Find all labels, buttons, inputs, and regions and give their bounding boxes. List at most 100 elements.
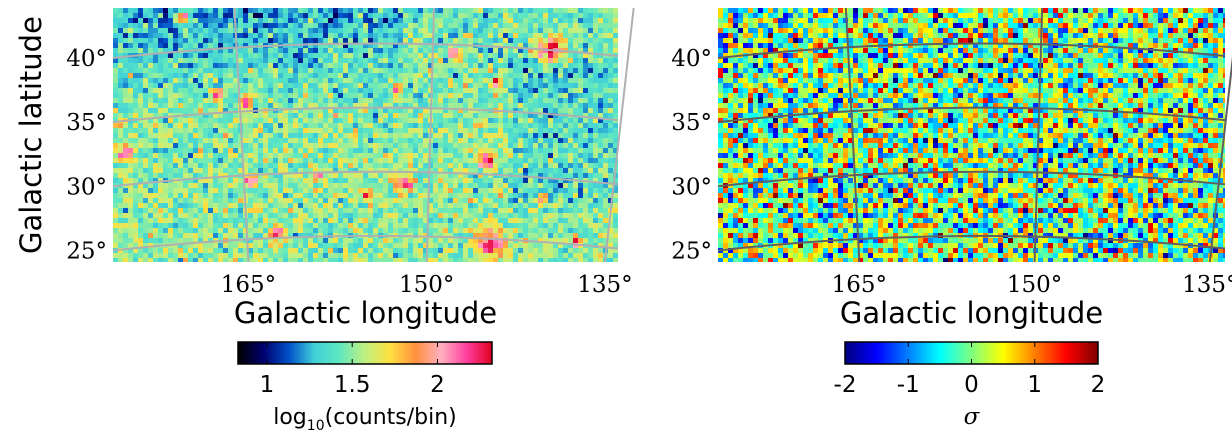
map-pixel: [383, 143, 388, 148]
map-pixel: [138, 228, 143, 233]
map-pixel: [463, 83, 468, 88]
map-pixel: [588, 248, 593, 253]
map-pixel: [433, 53, 438, 58]
map-pixel: [323, 143, 328, 148]
map-pixel: [288, 103, 293, 108]
map-pixel: [118, 163, 123, 168]
map-pixel: [563, 78, 568, 83]
map-pixel: [388, 213, 393, 218]
map-pixel: [388, 223, 393, 228]
map-pixel: [303, 193, 308, 198]
map-pixel: [493, 213, 498, 218]
map-pixel: [198, 253, 203, 258]
map-pixel: [358, 213, 363, 218]
map-pixel: [168, 68, 173, 73]
map-pixel: [518, 188, 523, 193]
map-pixel: [298, 143, 303, 148]
map-pixel: [363, 63, 368, 68]
map-pixel: [398, 158, 403, 163]
map-pixel: [378, 98, 383, 103]
map-pixel: [483, 63, 488, 68]
map-pixel: [598, 38, 603, 43]
map-pixel: [378, 28, 383, 33]
map-pixel: [513, 98, 518, 103]
map-pixel: [478, 153, 483, 158]
map-pixel: [253, 23, 258, 28]
map-pixel: [518, 193, 523, 198]
map-pixel: [238, 233, 243, 238]
map-pixel: [188, 198, 193, 203]
map-pixel: [198, 58, 203, 63]
map-pixel: [158, 28, 163, 33]
map-pixel: [603, 218, 608, 223]
map-pixel: [238, 38, 243, 43]
map-pixel: [308, 213, 313, 218]
map-pixel: [458, 133, 463, 138]
map-pixel: [548, 88, 553, 93]
map-pixel: [133, 8, 138, 13]
map-pixel: [293, 198, 298, 203]
map-pixel: [348, 198, 353, 203]
map-pixel: [403, 48, 408, 53]
map-pixel: [548, 58, 553, 63]
map-pixel: [308, 233, 313, 238]
map-pixel: [523, 143, 528, 148]
map-pixel: [378, 178, 383, 183]
map-pixel: [228, 148, 233, 153]
map-pixel: [403, 138, 408, 143]
map-pixel: [403, 148, 408, 153]
map-pixel: [468, 198, 473, 203]
map-pixel: [203, 68, 208, 73]
map-pixel: [198, 78, 203, 83]
map-pixel: [563, 233, 568, 238]
map-pixel: [423, 198, 428, 203]
map-pixel: [383, 213, 388, 218]
map-pixel: [318, 23, 323, 28]
map-pixel: [513, 113, 518, 118]
map-pixel: [383, 178, 388, 183]
map-pixel: [218, 98, 223, 103]
map-pixel: [558, 243, 563, 248]
map-pixel: [448, 138, 453, 143]
map-pixel: [603, 103, 608, 108]
map-pixel: [498, 98, 503, 103]
map-pixel: [313, 113, 318, 118]
map-pixel: [558, 98, 563, 103]
map-pixel: [508, 73, 513, 78]
map-pixel: [148, 228, 153, 233]
map-pixel: [528, 193, 533, 198]
map-pixel: [193, 253, 198, 258]
map-pixel: [568, 163, 573, 168]
map-pixel: [333, 13, 338, 18]
map-pixel: [343, 88, 348, 93]
map-pixel: [143, 88, 148, 93]
map-pixel: [568, 58, 573, 63]
map-pixel: [408, 193, 413, 198]
map-pixel: [418, 33, 423, 38]
map-pixel: [513, 23, 518, 28]
map-pixel: [573, 153, 578, 158]
map-pixel: [543, 198, 548, 203]
map-pixel: [373, 83, 378, 88]
map-pixel: [313, 23, 318, 28]
map-pixel: [118, 173, 123, 178]
map-pixel: [368, 188, 373, 193]
map-pixel: [598, 58, 603, 63]
map-pixel: [543, 113, 548, 118]
map-pixel: [268, 223, 273, 228]
map-pixel: [488, 113, 493, 118]
map-pixel: [343, 38, 348, 43]
map-pixel: [538, 93, 543, 98]
map-pixel: [513, 83, 518, 88]
map-pixel: [133, 93, 138, 98]
map-pixel: [498, 138, 503, 143]
map-pixel: [288, 113, 293, 118]
map-pixel: [303, 118, 308, 123]
map-pixel: [378, 78, 383, 83]
map-pixel: [203, 173, 208, 178]
map-pixel: [263, 88, 268, 93]
map-pixel: [223, 78, 228, 83]
map-pixel: [403, 158, 408, 163]
map-pixel: [183, 93, 188, 98]
map-pixel: [453, 28, 458, 33]
